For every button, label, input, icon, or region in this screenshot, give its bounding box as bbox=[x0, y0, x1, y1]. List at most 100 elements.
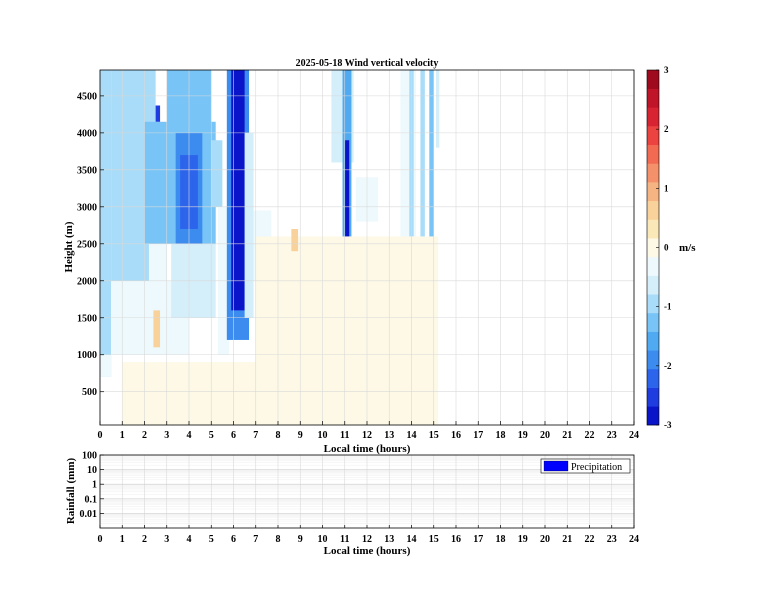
legend-swatch bbox=[543, 460, 569, 472]
heatmap-cell bbox=[255, 236, 439, 425]
colorbar-tick-label: 0 bbox=[664, 243, 669, 253]
heatmap-x-tick-label: 3 bbox=[164, 430, 169, 441]
rainfall-x-label: Local time (hours) bbox=[324, 545, 411, 557]
heatmap-x-tick-label: 0 bbox=[98, 430, 103, 441]
heatmap-cell bbox=[344, 140, 350, 248]
colorbar-segment bbox=[647, 256, 659, 276]
rainfall-x-tick-label: 19 bbox=[518, 534, 528, 545]
heatmap-x-tick-label: 23 bbox=[607, 430, 617, 441]
heatmap-cell bbox=[211, 140, 223, 207]
heatmap-y-tick-label: 4000 bbox=[77, 128, 97, 139]
rainfall-x-tick-label: 24 bbox=[629, 534, 639, 545]
rainfall-x-tick-label: 0 bbox=[98, 534, 103, 545]
rainfall-x-tick-label: 9 bbox=[298, 534, 303, 545]
heatmap-y-ticks: 500 1000 1500 2000 2500 3000 3500 4000 4500 bbox=[77, 91, 104, 398]
rainfall-x-tick-label: 20 bbox=[540, 534, 550, 545]
rainfall-x-tick-label: 2 bbox=[142, 534, 147, 545]
heatmap-x-tick-label: 14 bbox=[407, 430, 417, 441]
colorbar-segment bbox=[647, 331, 659, 351]
heatmap-cells bbox=[100, 70, 440, 425]
heatmap-cell bbox=[244, 132, 254, 318]
heatmap-cell bbox=[435, 70, 440, 148]
rainfall-x-tick-label: 17 bbox=[473, 534, 483, 545]
heatmap-y-tick-label: 500 bbox=[82, 387, 97, 398]
heatmap-y-label: Height (m) bbox=[63, 221, 75, 272]
rainfall-x-tick-label: 23 bbox=[607, 534, 617, 545]
rainfall-x-tick-label: 11 bbox=[340, 534, 349, 545]
colorbar bbox=[647, 70, 659, 426]
heatmap-x-tick-label: 10 bbox=[318, 430, 328, 441]
rainfall-legend: Precipitation bbox=[540, 458, 631, 474]
heatmap-cell bbox=[155, 105, 161, 122]
heatmap-x-tick-label: 18 bbox=[496, 430, 506, 441]
colorbar-segment bbox=[647, 200, 659, 220]
rainfall-x-tick-label: 8 bbox=[276, 534, 281, 545]
rainfall-x-tick-label: 12 bbox=[362, 534, 372, 545]
heatmap-cell bbox=[291, 229, 299, 252]
colorbar-tick-label: 3 bbox=[664, 65, 669, 75]
legend-label: Precipitation bbox=[571, 462, 622, 473]
heatmap-x-tick-label: 19 bbox=[518, 430, 528, 441]
colorbar-segment bbox=[647, 219, 659, 239]
rainfall-y-tick-label: 10 bbox=[87, 465, 97, 476]
heatmap-cell bbox=[153, 310, 161, 348]
rainfall-y-tick-label: 100 bbox=[82, 451, 97, 462]
heatmap-x-tick-label: 12 bbox=[362, 430, 372, 441]
rainfall-x-tick-label: 3 bbox=[164, 534, 169, 545]
rainfall-x-tick-label: 18 bbox=[496, 534, 506, 545]
heatmap-x-tick-label: 9 bbox=[298, 430, 303, 441]
rainfall-x-tick-label: 7 bbox=[253, 534, 258, 545]
heatmap-cell bbox=[420, 70, 425, 266]
colorbar-segment bbox=[647, 70, 659, 89]
rainfall-y-tick-label: 0.01 bbox=[80, 509, 98, 520]
rainfall-x-tick-label: 13 bbox=[384, 534, 394, 545]
heatmap-x-tick-label: 15 bbox=[429, 430, 439, 441]
colorbar-segment bbox=[647, 312, 659, 332]
colorbar-segment bbox=[647, 238, 659, 258]
heatmap-y-tick-label: 2500 bbox=[77, 239, 97, 250]
heatmap-x-tick-label: 22 bbox=[585, 430, 595, 441]
rainfall-x-tick-label: 5 bbox=[209, 534, 214, 545]
heatmap-x-tick-label: 6 bbox=[231, 430, 236, 441]
heatmap-x-tick-label: 4 bbox=[187, 430, 192, 441]
colorbar-unit-label: m/s bbox=[679, 242, 696, 254]
rainfall-x-tick-label: 14 bbox=[407, 534, 417, 545]
colorbar-segment bbox=[647, 350, 659, 370]
colorbar-segment bbox=[647, 107, 659, 127]
rainfall-y-tick-label: 1 bbox=[92, 480, 97, 491]
rainfall-x-tick-label: 1 bbox=[120, 534, 125, 545]
colorbar-segment bbox=[647, 294, 659, 314]
colorbar-segment bbox=[647, 406, 659, 426]
rainfall-y-ticks: 100 10 1 0.1 0.01 bbox=[80, 451, 104, 520]
rainfall-y-label: Rainfall (mm) bbox=[65, 458, 77, 525]
colorbar-segment bbox=[647, 144, 659, 164]
rainfall-x-tick-label: 16 bbox=[451, 534, 461, 545]
heatmap-x-tick-label: 1 bbox=[120, 430, 125, 441]
heatmap-x-tick-label: 11 bbox=[340, 430, 349, 441]
colorbar-segment bbox=[647, 387, 659, 407]
heatmap-cell bbox=[100, 354, 112, 377]
heatmap-y-tick-label: 3000 bbox=[77, 202, 97, 213]
rainfall-x-ticks: 0 1 2 3 4 5 6 7 8 9 10 11 12 13 14 15 16 17 18 19 20 21 22 23 24 bbox=[98, 525, 639, 545]
heatmap-x-tick-label: 8 bbox=[276, 430, 281, 441]
rainfall-x-tick-label: 15 bbox=[429, 534, 439, 545]
heatmap-x-tick-label: 20 bbox=[540, 430, 550, 441]
heatmap-x-tick-label: 17 bbox=[473, 430, 483, 441]
colorbar-segment bbox=[647, 163, 659, 183]
rainfall-x-tick-label: 22 bbox=[585, 534, 595, 545]
rainfall-x-tick-label: 6 bbox=[231, 534, 236, 545]
heatmap-y-tick-label: 4500 bbox=[77, 91, 97, 102]
heatmap-x-tick-label: 7 bbox=[253, 430, 258, 441]
colorbar-segment bbox=[647, 368, 659, 388]
heatmap-x-ticks: 0 1 2 3 4 5 6 7 8 9 10 11 12 13 14 15 16 17 18 19 20 21 22 23 24 bbox=[98, 421, 639, 441]
rainfall-y-tick-label: 0.1 bbox=[85, 494, 98, 505]
colorbar-segment bbox=[647, 88, 659, 108]
heatmap-x-label: Local time (hours) bbox=[324, 443, 411, 455]
heatmap-x-tick-label: 16 bbox=[451, 430, 461, 441]
heatmap-y-tick-label: 2000 bbox=[77, 276, 97, 287]
colorbar-segment bbox=[647, 275, 659, 295]
heatmap-y-tick-label: 1500 bbox=[77, 313, 97, 324]
heatmap-title: 2025-05-18 Wind vertical velocity bbox=[296, 58, 439, 69]
rainfall-x-tick-label: 10 bbox=[318, 534, 328, 545]
